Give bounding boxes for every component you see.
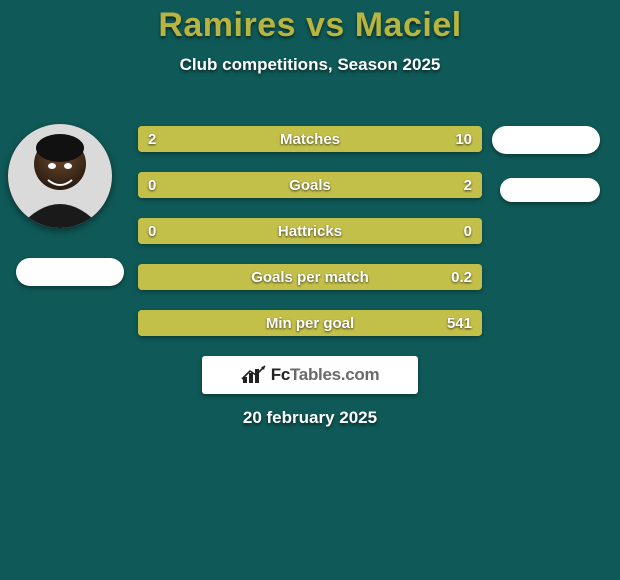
stat-bars: 2Matches100Goals20Hattricks0Goals per ma… <box>138 126 482 356</box>
comparison-card: Ramires vs Maciel Club competitions, Sea… <box>0 0 620 580</box>
stat-label: Min per goal <box>138 310 482 336</box>
bar-chart-icon <box>241 365 267 385</box>
logo-text: FcTables.com <box>271 365 380 385</box>
stat-label: Goals per match <box>138 264 482 290</box>
stat-label: Matches <box>138 126 482 152</box>
player-left-avatar <box>8 124 112 228</box>
stat-row: Goals per match0.2 <box>138 264 482 290</box>
stat-row: 0Hattricks0 <box>138 218 482 244</box>
stat-value-right: 0 <box>464 218 472 244</box>
logo-part-a: Fc <box>271 365 290 384</box>
page-title: Ramires vs Maciel <box>0 6 620 45</box>
player-right-name-pill <box>500 178 600 202</box>
logo-part-c: .com <box>341 365 379 384</box>
stat-value-right: 2 <box>464 172 472 198</box>
stat-row: Min per goal541 <box>138 310 482 336</box>
fctables-logo: FcTables.com <box>202 356 418 394</box>
stat-value-right: 0.2 <box>451 264 472 290</box>
avatar-icon <box>8 124 112 228</box>
date-label: 20 february 2025 <box>0 408 620 428</box>
subtitle: Club competitions, Season 2025 <box>0 55 620 75</box>
player-left-name-pill <box>16 258 124 286</box>
stat-row: 0Goals2 <box>138 172 482 198</box>
stat-label: Goals <box>138 172 482 198</box>
logo-part-b: Tables <box>290 365 341 384</box>
stat-row: 2Matches10 <box>138 126 482 152</box>
stat-value-right: 10 <box>455 126 472 152</box>
player-right-avatar-pill <box>492 126 600 154</box>
stat-label: Hattricks <box>138 218 482 244</box>
stat-value-right: 541 <box>447 310 472 336</box>
